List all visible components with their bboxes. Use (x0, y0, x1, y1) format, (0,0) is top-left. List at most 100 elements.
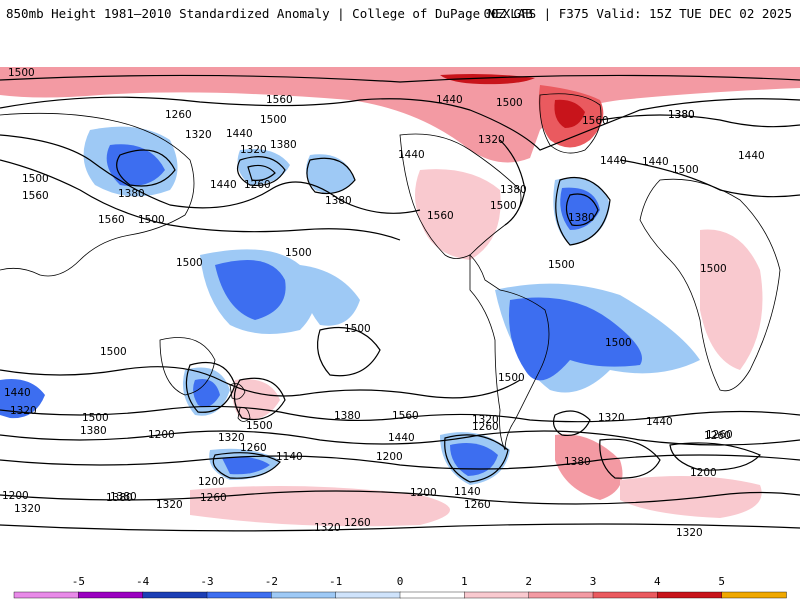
contour-label: 1200 (690, 467, 717, 479)
contour-label: 1500 (8, 67, 35, 79)
colorbar-swatch (335, 591, 401, 599)
contour-label: 1200 (148, 429, 175, 441)
contour-label: 1140 (276, 451, 303, 463)
contour-label: 1500 (605, 337, 632, 349)
colorbar-swatch (528, 591, 594, 599)
contour-label: 1320 (472, 414, 499, 426)
colorbar-swatch (399, 591, 466, 599)
contour-labels: 1500 1560 1440 1500 1260 1320 1440 1380 … (2, 67, 765, 539)
colorbar-tick-label: -5 (72, 575, 85, 588)
colorbar-tick-label: -4 (136, 575, 150, 588)
contour-label: 1440 (642, 156, 669, 168)
contour-label: 1380 (270, 139, 297, 151)
colorbar-swatches (13, 591, 787, 599)
contour-label: 1500 (498, 372, 525, 384)
contour-label: 1380 (334, 410, 361, 422)
contour-label: 1320 (10, 405, 37, 417)
contour-label: 1320 (156, 499, 183, 511)
contour-label: 1380 (325, 195, 352, 207)
colorbar-tick-label: 3 (590, 575, 597, 588)
contour-label: 1500 (100, 346, 127, 358)
contour-label: 1500 (246, 420, 273, 432)
contour-label: 1440 (226, 128, 253, 140)
contour-label: 1320 (478, 134, 505, 146)
contour-label: 1380 (110, 491, 137, 503)
contour-label: 1200 (198, 476, 225, 488)
colorbar-swatch (657, 591, 723, 599)
contour-label: 1140 (454, 486, 481, 498)
colorbar-tick-label: 1 (461, 575, 468, 588)
contour-label: 1260 (464, 499, 491, 511)
contour-label: 1440 (4, 387, 31, 399)
map-background (0, 40, 800, 545)
contour-label: 1260 (344, 517, 371, 529)
contour-label: 1500 (490, 200, 517, 212)
contour-label: 1260 (704, 430, 731, 442)
contour-label: 1440 (210, 179, 237, 191)
contour-label: 1560 (582, 115, 609, 127)
colorbar-swatch (206, 591, 273, 599)
contour-label: 1260 (165, 109, 192, 121)
colorbar-tick-label: 2 (525, 575, 532, 588)
contour-label: 1200 (2, 490, 29, 502)
height-contours (0, 74, 800, 532)
contour-label: 1560 (392, 410, 419, 422)
contour-label: 1440 (436, 94, 463, 106)
coastlines (0, 93, 781, 451)
contour-label: 1380 (106, 492, 133, 504)
colorbar-tick-label: -3 (200, 575, 213, 588)
contour-label: 1380 (80, 425, 107, 437)
contour-label: 1500 (672, 164, 699, 176)
contour-label: 1500 (176, 257, 203, 269)
contour-label: 1380 (118, 188, 145, 200)
colorbar-swatch (271, 591, 337, 599)
contour-label: 1560 (427, 210, 454, 222)
contour-label: 1500 (548, 259, 575, 271)
contour-label: 1500 (260, 114, 287, 126)
contour-label: 1500 (285, 247, 312, 259)
contour-label: 1560 (22, 190, 49, 202)
colorbar-swatch (78, 591, 144, 599)
colorbar: -5 -4 -3 -2 -1 0 1 2 3 4 5 (13, 575, 787, 599)
contour-label: 1380 (500, 184, 527, 196)
colorbar-tick-label: 4 (654, 575, 661, 588)
contour-label: 1440 (600, 155, 627, 167)
contour-label: 1500 (344, 323, 371, 335)
contour-label: 1260 (244, 179, 271, 191)
contour-label: 1260 (240, 442, 267, 454)
colorbar-tick-label: -1 (329, 575, 342, 588)
contour-label: 1500 (22, 173, 49, 185)
contour-label: 1260 (472, 421, 499, 433)
map-header: 850mb Height 1981–2010 Standardized Anom… (0, 0, 800, 28)
colorbar-ticks: -5 -4 -3 -2 -1 0 1 2 3 4 5 (72, 575, 725, 588)
map-title: 850mb Height 1981–2010 Standardized Anom… (6, 6, 533, 21)
contour-label: 1320 (14, 503, 41, 515)
contour-label: 1260 (706, 429, 733, 441)
contour-label: 1320 (314, 522, 341, 534)
contour-label: 1440 (398, 149, 425, 161)
colorbar-swatch (464, 591, 530, 599)
contour-label: 1500 (700, 263, 727, 275)
contour-label: 1560 (98, 214, 125, 226)
contour-label: 1380 (564, 456, 591, 468)
colorbar-swatch (13, 591, 80, 599)
contour-label: 1500 (82, 412, 109, 424)
contour-label: 1320 (240, 144, 267, 156)
colorbar-swatch (721, 591, 787, 599)
anomaly-shading (0, 67, 800, 527)
colorbar-swatch (592, 591, 659, 599)
contour-label: 1320 (185, 129, 212, 141)
contour-label: 1380 (668, 109, 695, 121)
colorbar-swatch (142, 591, 208, 599)
anomaly-map: 1500 1560 1440 1500 1260 1320 1440 1380 … (0, 40, 800, 545)
contour-label: 1320 (598, 412, 625, 424)
contour-label: 1320 (676, 527, 703, 539)
contour-label: 1200 (376, 451, 403, 463)
contour-label: 1380 (568, 212, 595, 224)
colorbar-tick-label: 5 (718, 575, 725, 588)
colorbar-tick-label: 0 (397, 575, 404, 588)
contour-label: 1380 (668, 109, 695, 121)
contour-label: 1440 (646, 416, 673, 428)
contour-label: 1200 (410, 487, 437, 499)
contour-label: 1440 (388, 432, 415, 444)
